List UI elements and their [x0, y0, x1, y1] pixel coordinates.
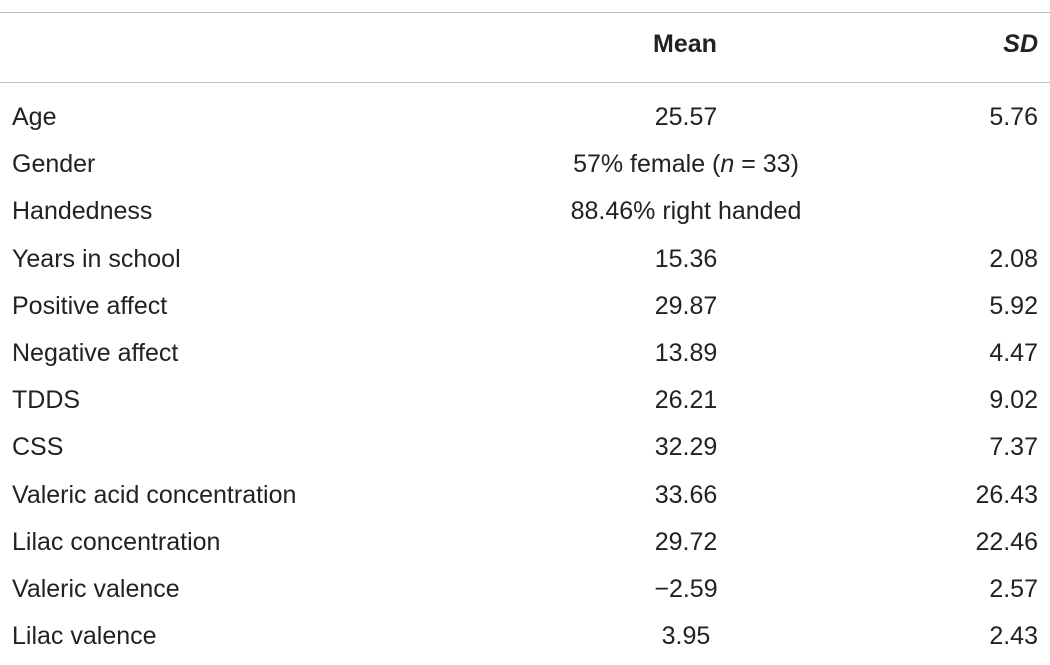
row-sd: 7.37 [989, 433, 1038, 462]
row-sd: 2.08 [989, 244, 1038, 273]
row-mean: 33.66 [654, 480, 718, 509]
table-row-positive-affect: Positive affect 29.87 5.92 [0, 288, 1050, 335]
row-mean: 32.29 [654, 433, 718, 462]
table-body: Age 25.57 5.76 Gender 57% female (n = 33… [0, 99, 1050, 665]
gender-mean-prefix: 57% female ( [573, 150, 721, 179]
row-mean: 3.95 [661, 622, 711, 651]
row-label: Positive affect [12, 291, 168, 320]
row-mean: 29.87 [654, 291, 718, 320]
row-sd: 9.02 [989, 386, 1038, 415]
row-label: Lilac valence [12, 622, 157, 651]
row-mean: 13.89 [654, 338, 718, 367]
row-label: Handedness [12, 197, 153, 226]
row-mean: 29.72 [654, 527, 718, 556]
header-sd: SD [1003, 30, 1038, 58]
table-top-rule [0, 12, 1050, 13]
row-sd: 4.47 [989, 338, 1038, 367]
row-label: Age [12, 103, 57, 131]
row-sd: 5.92 [989, 291, 1038, 320]
row-label: Valeric acid concentration [12, 480, 297, 509]
table-row-valeric-acid-concentration: Valeric acid concentration 33.66 26.43 [0, 477, 1050, 524]
table-header-row: Mean SD [0, 30, 1050, 66]
table-row-valeric-valence: Valeric valence −2.59 2.57 [0, 571, 1050, 618]
row-mean: 25.57 [654, 103, 718, 131]
row-mean: 15.36 [654, 244, 718, 273]
table-header-rule [0, 82, 1050, 83]
row-mean: −2.59 [654, 574, 718, 603]
row-label: CSS [12, 433, 64, 462]
table-row-age: Age 25.57 5.76 [0, 99, 1050, 146]
row-label: Lilac concentration [12, 527, 221, 556]
row-label: TDDS [12, 386, 81, 415]
table-row-gender: Gender 57% female (n = 33) [0, 146, 1050, 193]
row-mean: 57% female (n = 33) [436, 146, 936, 182]
header-mean: Mean [653, 30, 717, 58]
row-label: Negative affect [12, 338, 179, 367]
row-sd: 26.43 [975, 480, 1038, 509]
table-row-css: CSS 32.29 7.37 [0, 429, 1050, 476]
row-label: Years in school [12, 244, 181, 273]
row-label: Valeric valence [12, 574, 180, 603]
row-label: Gender [12, 150, 96, 179]
table-row-lilac-valence: Lilac valence 3.95 2.43 [0, 618, 1050, 665]
gender-mean-n: n [720, 150, 735, 179]
row-sd: 22.46 [975, 527, 1038, 556]
table-row-negative-affect: Negative affect 13.89 4.47 [0, 335, 1050, 382]
row-mean: 26.21 [654, 386, 718, 415]
table-row-handedness: Handedness 88.46% right handed [0, 193, 1050, 240]
gender-mean-suffix: = 33) [734, 150, 799, 179]
table-row-tdds: TDDS 26.21 9.02 [0, 382, 1050, 429]
row-sd: 5.76 [989, 103, 1038, 131]
row-sd: 2.43 [989, 622, 1038, 651]
table-row-lilac-concentration: Lilac concentration 29.72 22.46 [0, 524, 1050, 571]
row-sd: 2.57 [989, 574, 1038, 603]
row-mean: 88.46% right handed [570, 197, 802, 226]
table-row-years-in-school: Years in school 15.36 2.08 [0, 241, 1050, 288]
